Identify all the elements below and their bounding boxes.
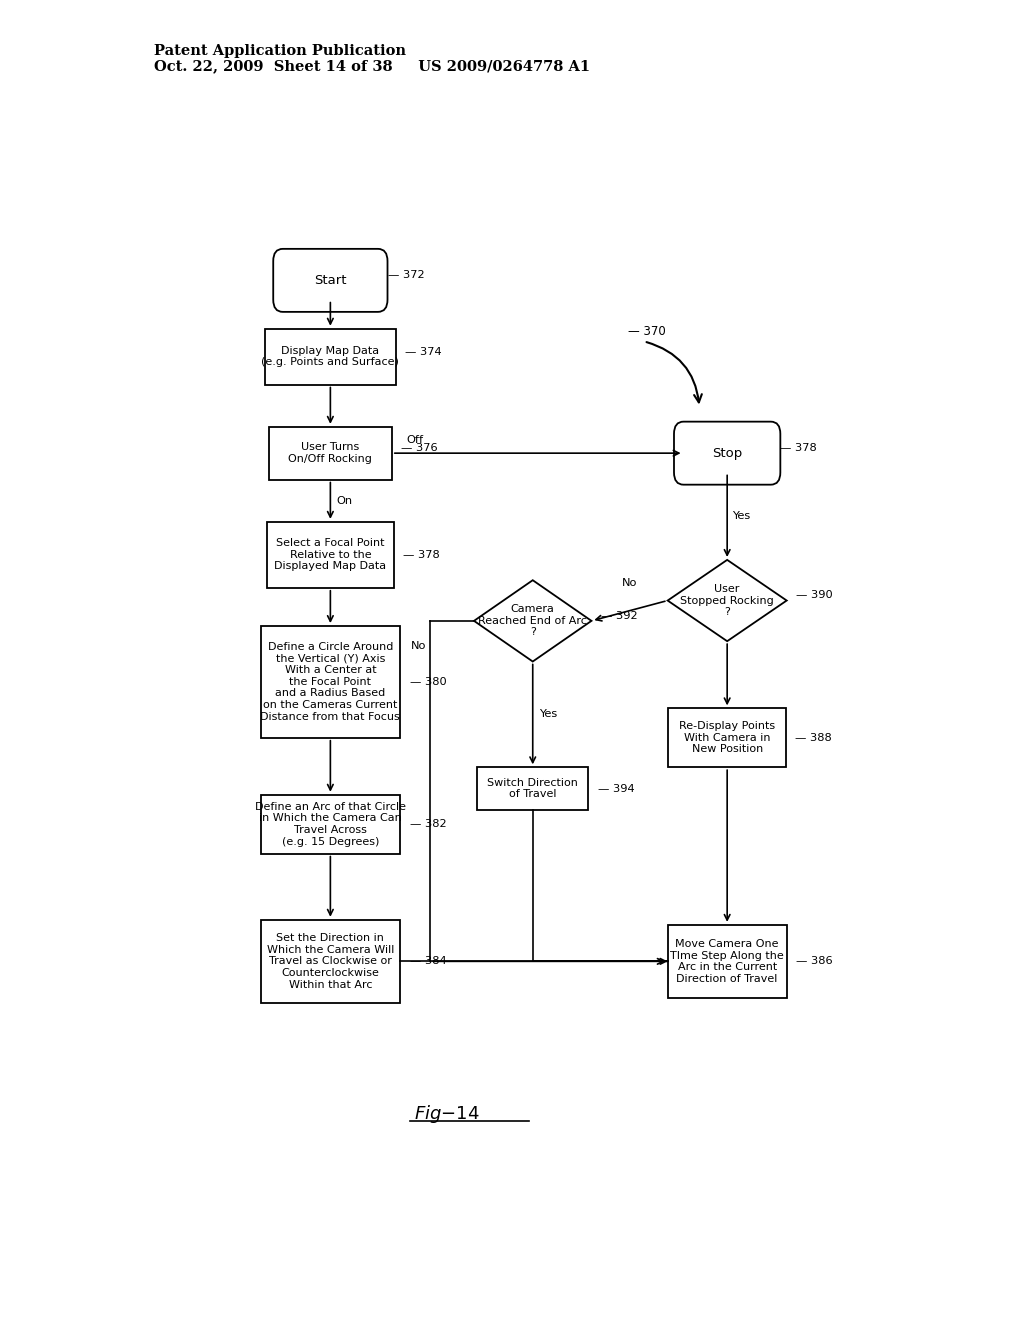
Text: Re-Display Points
With Camera in
New Position: Re-Display Points With Camera in New Pos… — [679, 721, 775, 754]
Text: Display Map Data
(e.g. Points and Surface): Display Map Data (e.g. Points and Surfac… — [261, 346, 399, 367]
Bar — [267, 521, 394, 587]
Bar — [668, 925, 786, 998]
Text: — 388: — 388 — [796, 733, 833, 743]
Text: $\mathit{Fig}$$-$$\mathit{14}$: $\mathit{Fig}$$-$$\mathit{14}$ — [414, 1102, 479, 1125]
Text: Select a Focal Point
Relative to the
Displayed Map Data: Select a Focal Point Relative to the Dis… — [274, 539, 386, 572]
Bar — [269, 426, 392, 479]
Bar — [265, 329, 396, 384]
FancyBboxPatch shape — [674, 421, 780, 484]
Text: Start: Start — [314, 273, 346, 286]
Text: User Turns
On/Off Rocking: User Turns On/Off Rocking — [289, 442, 373, 463]
Bar — [261, 795, 399, 854]
Bar — [669, 709, 785, 767]
Text: — 376: — 376 — [401, 444, 437, 453]
Text: Off: Off — [407, 436, 423, 445]
Text: User
Stopped Rocking
?: User Stopped Rocking ? — [680, 583, 774, 618]
Text: — 390: — 390 — [797, 590, 833, 601]
Polygon shape — [474, 581, 592, 661]
Bar — [261, 626, 399, 738]
Text: Camera
Reached End of Arc
?: Camera Reached End of Arc ? — [478, 605, 587, 638]
Text: — 370: — 370 — [628, 325, 666, 338]
Text: — 378: — 378 — [780, 444, 817, 453]
FancyBboxPatch shape — [273, 249, 387, 312]
FancyArrowPatch shape — [646, 342, 701, 403]
Text: Stop: Stop — [712, 446, 742, 459]
Text: — 392: — 392 — [601, 611, 638, 620]
Text: Patent Application Publication: Patent Application Publication — [154, 44, 406, 58]
Text: On: On — [337, 496, 353, 506]
Text: — 378: — 378 — [403, 550, 440, 560]
Text: No: No — [411, 642, 426, 651]
Text: Yes: Yes — [732, 511, 751, 521]
Text: Define a Circle Around
the Vertical (Y) Axis
With a Center at
the Focal Point
an: Define a Circle Around the Vertical (Y) … — [260, 642, 400, 722]
Text: No: No — [622, 578, 637, 589]
Text: Switch Direction
of Travel: Switch Direction of Travel — [487, 777, 579, 800]
Polygon shape — [668, 560, 786, 642]
Text: — 394: — 394 — [598, 784, 635, 793]
Bar — [261, 920, 399, 1003]
Text: Move Camera One
TIme Step Along the
Arc in the Current
Direction of Travel: Move Camera One TIme Step Along the Arc … — [671, 939, 784, 983]
Text: — 380: — 380 — [410, 677, 446, 686]
Text: Oct. 22, 2009  Sheet 14 of 38     US 2009/0264778 A1: Oct. 22, 2009 Sheet 14 of 38 US 2009/026… — [154, 59, 590, 74]
Text: — 386: — 386 — [797, 957, 833, 966]
Text: Set the Direction in
Which the Camera Will
Travel as Clockwise or
Counterclockwi: Set the Direction in Which the Camera Wi… — [266, 933, 394, 990]
Text: Define an Arc of that Circle
in Which the Camera Can
Travel Across
(e.g. 15 Degr: Define an Arc of that Circle in Which th… — [255, 801, 406, 846]
Text: Yes: Yes — [539, 709, 557, 719]
Text: — 382: — 382 — [410, 820, 446, 829]
Bar — [477, 767, 589, 810]
Text: — 384: — 384 — [410, 957, 446, 966]
Text: — 372: — 372 — [387, 271, 424, 280]
Text: — 374: — 374 — [404, 347, 441, 356]
